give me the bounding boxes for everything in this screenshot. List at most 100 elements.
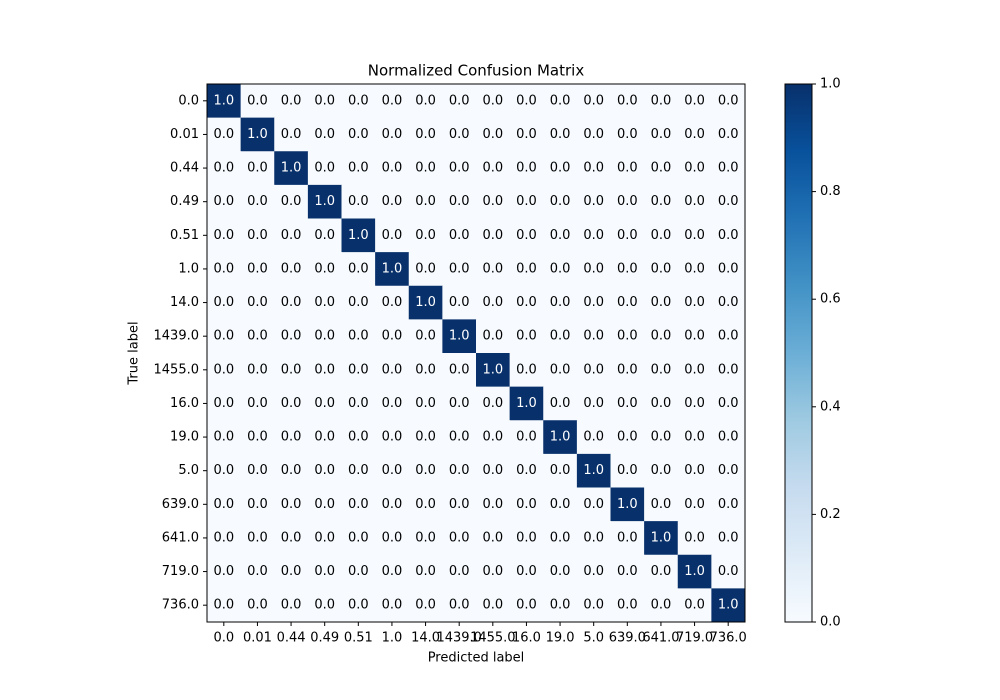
- heatmap-cell: [307, 487, 342, 522]
- heatmap-cell: [408, 117, 443, 152]
- cell-label: 0.0: [382, 228, 403, 243]
- heatmap-cell: [274, 184, 309, 219]
- cell-label: 0.0: [449, 598, 470, 613]
- cell-label: 0.0: [684, 463, 705, 478]
- cell-label: 0.0: [550, 295, 571, 310]
- heatmap-cell: [375, 117, 410, 152]
- cell-label: 0.0: [281, 228, 302, 243]
- heatmap-cell: [576, 117, 611, 152]
- heatmap-cell: [240, 386, 275, 421]
- cell-label: 0.0: [281, 127, 302, 142]
- heatmap-cell: [711, 453, 746, 488]
- cell-label: 0.0: [516, 598, 537, 613]
- heatmap-cell: [307, 420, 342, 455]
- heatmap-cell: [240, 487, 275, 522]
- heatmap-cell: [476, 588, 511, 623]
- cell-label: 0.0: [415, 228, 436, 243]
- heatmap-cell: [509, 487, 544, 522]
- heatmap-cell: [509, 151, 544, 186]
- heatmap-cell: [442, 184, 477, 219]
- heatmap-cell: [677, 285, 712, 320]
- cell-label: 0.0: [583, 194, 604, 209]
- cell-label: 0.0: [348, 295, 369, 310]
- cell-label: 0.0: [684, 396, 705, 411]
- heatmap-cell: [644, 184, 679, 219]
- y-tick-label: 1455.0: [154, 362, 200, 377]
- cell-label: 0.0: [449, 161, 470, 176]
- x-tick-label: 736.0: [710, 631, 747, 646]
- heatmap-cell: [240, 319, 275, 354]
- heatmap-cell: [644, 420, 679, 455]
- x-tick-label: 0.0: [213, 631, 234, 646]
- heatmap-cell: [274, 386, 309, 421]
- heatmap-cell: [677, 218, 712, 253]
- heatmap-cell: [476, 285, 511, 320]
- heatmap-cell: [610, 84, 645, 119]
- y-tick-label: 719.0: [162, 564, 199, 579]
- cell-label: 0.0: [482, 396, 503, 411]
- cell-label: 0.0: [482, 261, 503, 276]
- y-tick-label: 0.49: [170, 194, 199, 209]
- cell-label: 0.0: [415, 598, 436, 613]
- cell-label: 0.0: [482, 430, 503, 445]
- heatmap-cell: [274, 117, 309, 152]
- heatmap-cell: [341, 84, 376, 119]
- cell-label: 0.0: [449, 93, 470, 108]
- cell-label: 0.0: [281, 463, 302, 478]
- heatmap-cell: [307, 588, 342, 623]
- heatmap-cell: [543, 554, 578, 589]
- cell-label: 0.0: [247, 396, 268, 411]
- cell-label: 0.0: [651, 127, 672, 142]
- cell-label: 0.0: [550, 127, 571, 142]
- cell-label: 0.0: [348, 564, 369, 579]
- heatmap-cell: [408, 386, 443, 421]
- cell-label: 0.0: [617, 93, 638, 108]
- heatmap-cell: [274, 151, 309, 186]
- heatmap-cell: [375, 521, 410, 556]
- plot-frame: [206, 83, 746, 623]
- cell-label: 0.0: [247, 93, 268, 108]
- heatmap-cell: [442, 521, 477, 556]
- y-tick-label: 19.0: [170, 430, 199, 445]
- heatmap-cell: [476, 386, 511, 421]
- cell-label: 0.0: [213, 295, 234, 310]
- cell-label: 0.0: [583, 295, 604, 310]
- cell-label: 0.0: [583, 362, 604, 377]
- heatmap-cell: [375, 453, 410, 488]
- heatmap-cell: [375, 84, 410, 119]
- cell-label: 0.0: [684, 362, 705, 377]
- cell-label: 0.0: [718, 396, 739, 411]
- cell-label: 0.0: [583, 228, 604, 243]
- heatmap-cell: [408, 353, 443, 388]
- heatmap-cell: [341, 252, 376, 287]
- heatmap-cell: [476, 117, 511, 152]
- heatmap-cell: [408, 184, 443, 219]
- heatmap-cell: [543, 319, 578, 354]
- heatmap-cell: [307, 151, 342, 186]
- heatmap-cell: [476, 84, 511, 119]
- cell-label: 0.0: [382, 598, 403, 613]
- cell-label: 0.0: [247, 530, 268, 545]
- heatmap-cell: [207, 420, 242, 455]
- heatmap-cell: [442, 84, 477, 119]
- heatmap-cell: [442, 218, 477, 253]
- x-tick-label: 14.0: [411, 631, 440, 646]
- chart-title: Normalized Confusion Matrix: [368, 62, 585, 80]
- y-tick-label: 641.0: [162, 530, 199, 545]
- heatmap-cell: [644, 588, 679, 623]
- heatmap-cell: [677, 386, 712, 421]
- heatmap-cell: [341, 386, 376, 421]
- y-tick-label: 0.51: [170, 228, 199, 243]
- cell-label: 0.0: [449, 228, 470, 243]
- heatmap-cell: [442, 386, 477, 421]
- heatmap-cell: [274, 285, 309, 320]
- heatmap-cell: [375, 554, 410, 589]
- cell-label: 0.0: [482, 295, 503, 310]
- cell-label: 0.0: [684, 530, 705, 545]
- x-tick-label: 0.49: [310, 631, 339, 646]
- heatmap-cell: [307, 117, 342, 152]
- cell-label: 0.0: [314, 295, 335, 310]
- heatmap-cell: [274, 252, 309, 287]
- heatmap-cell: [307, 84, 342, 119]
- heatmap-cell: [207, 184, 242, 219]
